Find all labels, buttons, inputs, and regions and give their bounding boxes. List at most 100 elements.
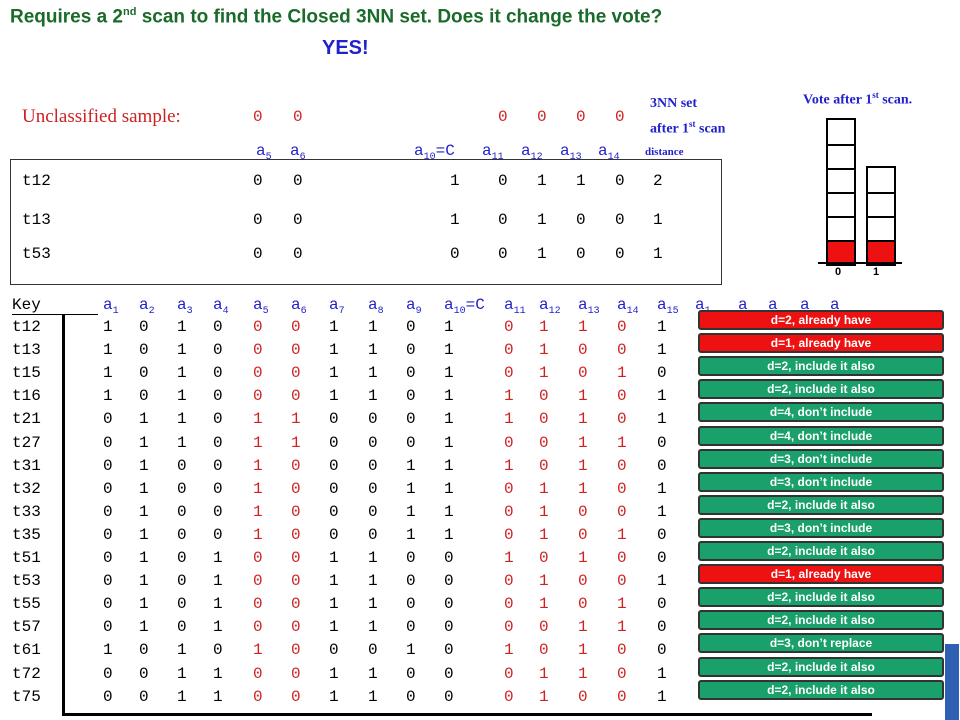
table-cell: 1: [578, 480, 588, 498]
table-cell: 0: [253, 318, 263, 336]
table-cell: 0: [103, 572, 113, 590]
table-cell: 1: [139, 549, 149, 567]
vote-title: Vote after 1st scan.: [803, 90, 913, 108]
table-cell: 1: [329, 549, 339, 567]
table-cell: 0: [368, 410, 378, 428]
table-cell: 0: [329, 503, 339, 521]
table-cell: 0: [139, 364, 149, 382]
table-cell: 0: [253, 364, 263, 382]
table-cell: 0: [329, 410, 339, 428]
table-cell: 1: [368, 549, 378, 567]
table-cell: 1: [657, 387, 667, 405]
nn-row-value: 0: [498, 211, 508, 229]
table-cell: 1: [657, 480, 667, 498]
table-cell: 0: [504, 572, 514, 590]
distance-badge: d=2, include it also: [698, 680, 944, 700]
table-cell: 1: [213, 595, 223, 613]
table-row-key: t16: [12, 387, 41, 405]
main-header-col: a: [768, 296, 778, 314]
table-cell: 1: [617, 434, 627, 452]
nn-row-value: 0: [615, 245, 625, 263]
nn-row-distance: 1: [653, 211, 663, 229]
table-cell: 1: [657, 341, 667, 359]
table-cell: 0: [213, 410, 223, 428]
table-cell: 0: [177, 572, 187, 590]
table-cell: 1: [291, 410, 301, 428]
table-cell: 1: [368, 665, 378, 683]
table-cell: 0: [406, 364, 416, 382]
table-cell: 0: [657, 364, 667, 382]
table-cell: 0: [657, 549, 667, 567]
distance-badge: d=4, don’t include: [698, 426, 944, 446]
table-cell: 0: [657, 641, 667, 659]
nn-row-value: 0: [293, 211, 303, 229]
table-cell: 0: [444, 595, 454, 613]
table-cell: 0: [504, 503, 514, 521]
table-cell: 1: [444, 341, 454, 359]
table-cell: 1: [406, 480, 416, 498]
table-cell: 1: [657, 572, 667, 590]
table-cell: 0: [291, 665, 301, 683]
nn-row-value: 0: [253, 211, 263, 229]
distance-badge: d=2, already have: [698, 310, 944, 330]
table-cell: 0: [103, 503, 113, 521]
table-cell: 1: [213, 665, 223, 683]
distance-badge: d=4, don’t include: [698, 402, 944, 422]
table-cell: 0: [368, 641, 378, 659]
table-cell: 1: [539, 595, 549, 613]
table-cell: 1: [657, 665, 667, 683]
table-cell: 0: [406, 410, 416, 428]
table-cell: 0: [617, 457, 627, 475]
table-cell: 1: [253, 526, 263, 544]
table-cell: 0: [406, 595, 416, 613]
table-row-key: t27: [12, 434, 41, 452]
table-cell: 0: [177, 480, 187, 498]
unclassified-value: 0: [537, 108, 547, 126]
distance-badge: d=2, include it also: [698, 356, 944, 376]
table-cell: 0: [368, 434, 378, 452]
table-cell: 0: [177, 549, 187, 567]
table-cell: 1: [291, 434, 301, 452]
table-separator: [62, 315, 65, 715]
unclassified-value: 0: [615, 108, 625, 126]
vote-label-0: 0: [835, 266, 842, 278]
table-cell: 1: [368, 688, 378, 706]
table-cell: 1: [444, 318, 454, 336]
table-cell: 0: [578, 688, 588, 706]
table-cell: 0: [103, 480, 113, 498]
vote-block: [868, 168, 894, 192]
table-cell: 0: [139, 318, 149, 336]
main-header-col: a5: [253, 296, 269, 318]
nn-row-value: 0: [253, 245, 263, 263]
nn-row-value: 1: [450, 211, 460, 229]
nn-row-value: 0: [576, 245, 586, 263]
table-cell: 0: [578, 341, 588, 359]
main-header-col: a7: [329, 296, 345, 318]
table-cell: 1: [177, 688, 187, 706]
nn-header-a11: a11: [482, 142, 504, 164]
table-cell: 1: [539, 526, 549, 544]
table-cell: 0: [253, 387, 263, 405]
table-cell: 0: [539, 387, 549, 405]
main-header-col: a13: [578, 296, 600, 318]
table-cell: 1: [539, 364, 549, 382]
vote-stack-0: [826, 118, 856, 266]
table-cell: 0: [617, 549, 627, 567]
nn-header-a5: a5: [256, 142, 272, 164]
table-cell: 1: [617, 364, 627, 382]
nn-row-value: 1: [537, 211, 547, 229]
table-cell: 0: [444, 665, 454, 683]
table-cell: 1: [578, 434, 588, 452]
table-cell: 0: [617, 503, 627, 521]
table-cell: 1: [368, 572, 378, 590]
vote-label-1: 1: [873, 266, 880, 278]
table-cell: 0: [139, 387, 149, 405]
main-header-col: a14: [617, 296, 639, 318]
table-cell: 0: [213, 457, 223, 475]
table-cell: 1: [177, 364, 187, 382]
table-cell: 1: [139, 595, 149, 613]
table-cell: 0: [406, 387, 416, 405]
nn-header-a10: a10=C: [414, 142, 455, 164]
table-cell: 0: [253, 688, 263, 706]
table-row-key: t35: [12, 526, 41, 544]
